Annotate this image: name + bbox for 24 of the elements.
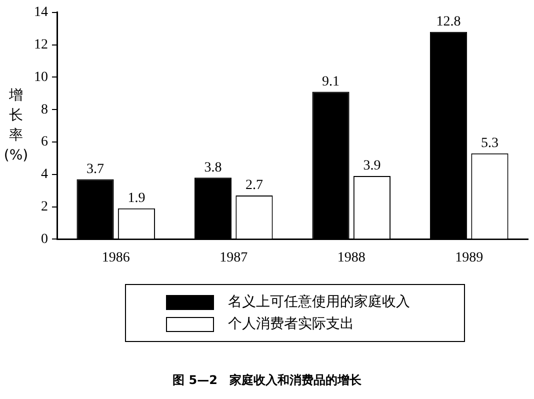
x-tick-label: 1989 [455,250,484,266]
legend-label: 个人消费者实际支出 [228,315,354,333]
text: 图 5—2 家庭收入和消费品的增长 [172,372,362,389]
y-tick-label: 4 [41,167,48,182]
data-label: 2.7 [245,178,263,194]
y-tick-label: 12 [34,37,48,52]
y-tick-label: 0 [41,232,48,247]
data-label: 5.3 [480,136,498,152]
y-tick-label: 10 [34,70,48,85]
x-tick-label: 1988 [337,250,366,266]
x-tick-label: 1986 [102,250,130,266]
y-tick-label: 2 [41,199,48,214]
y-tick-label: 8 [41,102,48,118]
data-label: 12.8 [436,14,461,30]
legend-label: 名义上可任意使用的家庭收入 [228,293,410,311]
y-axis-title: 增长率(%) [4,87,28,164]
data-label: 3.9 [363,158,381,174]
data-label: 3.7 [86,162,104,177]
x-tick-label: 1987 [220,250,248,266]
data-label: 1.9 [128,191,146,206]
data-label: 3.8 [204,160,222,176]
y-tick-label: 6 [41,134,48,150]
data-label: 9.1 [322,74,340,90]
y-tick-label: 14 [34,5,48,20]
